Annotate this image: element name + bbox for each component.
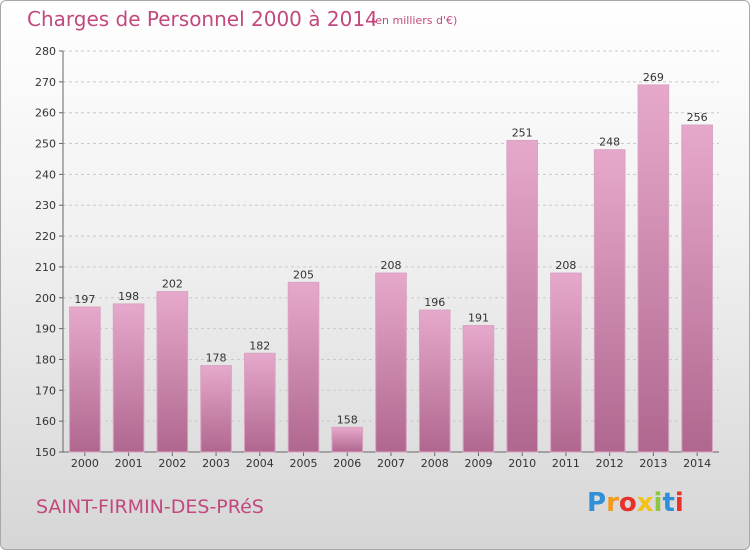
labels: 150 160 170 180 190 200 210 220 230 240 250 260 270 2… bbox=[35, 45, 711, 470]
bar bbox=[462, 325, 495, 453]
location-name: SAINT-FIRMIN-DES-PRéS bbox=[36, 496, 264, 518]
bar bbox=[69, 306, 101, 453]
bar bbox=[112, 303, 145, 453]
y-tick-label: 210 bbox=[35, 261, 56, 274]
x-tick-label: 2003 bbox=[202, 457, 230, 470]
data-label: 269 bbox=[643, 71, 664, 84]
x-tick-label: 2001 bbox=[115, 457, 143, 470]
data-label: 248 bbox=[599, 136, 620, 149]
bar bbox=[593, 149, 626, 453]
data-label: 208 bbox=[555, 259, 576, 272]
y-tick-label: 220 bbox=[35, 230, 56, 243]
bar bbox=[200, 365, 232, 453]
y-tick-label: 260 bbox=[35, 107, 56, 120]
chart-title: Charges de Personnel 2000 à 2014 bbox=[27, 7, 378, 31]
data-label: 256 bbox=[687, 111, 708, 124]
y-tick-label: 170 bbox=[35, 384, 56, 397]
data-label: 178 bbox=[206, 352, 227, 365]
bar bbox=[550, 272, 582, 453]
y-tick-label: 240 bbox=[35, 168, 56, 181]
brand-logo: Proxiti bbox=[587, 488, 684, 518]
x-tick-label: 2011 bbox=[552, 457, 580, 470]
data-label: 208 bbox=[381, 259, 402, 272]
brand-letter: r bbox=[606, 488, 619, 518]
y-tick-label: 160 bbox=[35, 415, 56, 428]
data-label: 182 bbox=[249, 339, 270, 352]
x-tick-label: 2007 bbox=[377, 457, 405, 470]
bar bbox=[637, 84, 670, 453]
data-label: 191 bbox=[468, 312, 489, 325]
x-tick-label: 2002 bbox=[158, 457, 186, 470]
brand-letter: i bbox=[653, 488, 663, 518]
x-tick-label: 2013 bbox=[639, 457, 667, 470]
y-tick-label: 250 bbox=[35, 138, 56, 151]
data-label: 198 bbox=[118, 290, 139, 303]
data-label: 251 bbox=[512, 126, 533, 139]
bar bbox=[287, 281, 320, 453]
x-tick-label: 2008 bbox=[421, 457, 449, 470]
brand-letter: o bbox=[618, 488, 637, 518]
y-tick-label: 190 bbox=[35, 323, 56, 336]
brand-letter: x bbox=[636, 488, 654, 518]
y-tick-label: 200 bbox=[35, 292, 56, 305]
bar bbox=[156, 291, 189, 453]
bar bbox=[681, 124, 713, 453]
bar bbox=[331, 426, 364, 453]
brand-letter: P bbox=[587, 488, 607, 518]
data-label: 197 bbox=[74, 293, 95, 306]
y-tick-label: 280 bbox=[35, 45, 56, 58]
brand-letter: i bbox=[674, 488, 684, 518]
y-tick-label: 230 bbox=[35, 199, 56, 212]
x-tick-label: 2006 bbox=[333, 457, 361, 470]
bars bbox=[69, 84, 713, 453]
unit-note: (en milliers d'€) bbox=[371, 14, 458, 27]
x-tick-label: 2005 bbox=[290, 457, 318, 470]
brand-letter: t bbox=[662, 488, 675, 518]
x-tick-label: 2010 bbox=[508, 457, 536, 470]
data-label: 205 bbox=[293, 268, 314, 281]
x-tick-label: 2012 bbox=[596, 457, 624, 470]
bar bbox=[418, 309, 451, 453]
bar bbox=[375, 272, 407, 453]
data-label: 196 bbox=[424, 296, 445, 309]
bar bbox=[243, 352, 276, 453]
y-tick-label: 180 bbox=[35, 353, 56, 366]
bar bbox=[506, 139, 539, 453]
data-label: 202 bbox=[162, 278, 183, 291]
y-tick-label: 270 bbox=[35, 76, 56, 89]
x-tick-label: 2000 bbox=[71, 457, 99, 470]
x-tick-label: 2014 bbox=[683, 457, 711, 470]
y-tick-label: 150 bbox=[35, 446, 56, 459]
x-tick-label: 2004 bbox=[246, 457, 274, 470]
data-label: 158 bbox=[337, 413, 358, 426]
x-tick-label: 2009 bbox=[464, 457, 492, 470]
